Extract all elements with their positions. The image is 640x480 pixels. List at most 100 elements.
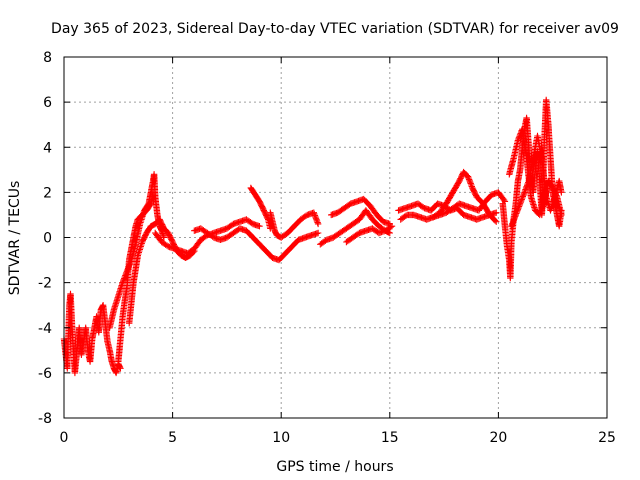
data-point	[334, 205, 347, 216]
data-point	[182, 252, 193, 261]
data-point	[267, 225, 274, 232]
data-point	[349, 230, 362, 241]
y-tick-label: 4	[43, 140, 52, 156]
data-point	[343, 221, 355, 232]
data-point	[388, 223, 396, 230]
data-point	[184, 246, 197, 257]
data-point	[204, 229, 216, 240]
data-point	[507, 240, 515, 282]
data-point	[362, 207, 375, 222]
data-point	[558, 189, 565, 196]
data-point	[545, 177, 556, 190]
data-point	[288, 237, 301, 250]
x-axis-label: GPS time / hours	[276, 459, 393, 475]
x-tick-label: 20	[489, 430, 507, 446]
data-point	[256, 223, 263, 230]
data-point	[160, 234, 168, 241]
data-point	[510, 138, 521, 162]
data-point	[256, 198, 267, 213]
data-point	[106, 308, 117, 331]
data-point	[534, 148, 543, 183]
data-point	[139, 231, 150, 246]
data-point	[117, 365, 124, 372]
data-point	[262, 247, 275, 260]
data-point	[443, 205, 455, 216]
y-tick-label: 2	[43, 185, 52, 201]
axis-ticks: 0 5 10 15 20 25 -8 -6 -4 -2 0 2 4 6 8	[38, 50, 616, 446]
data-point	[278, 230, 290, 241]
chart-title: Day 365 of 2023, Sidereal Day-to-day VTE…	[51, 21, 619, 37]
data-point	[373, 211, 386, 224]
data-point	[443, 190, 456, 207]
data-point	[291, 217, 303, 230]
data-point	[414, 200, 427, 211]
data-point	[397, 212, 410, 223]
data-point	[558, 211, 565, 219]
data-point	[449, 179, 462, 196]
data-point	[506, 156, 517, 178]
data-point	[260, 207, 271, 222]
data-point	[336, 226, 349, 237]
data-point	[139, 208, 149, 219]
data-point	[160, 225, 171, 236]
y-tick-label: -6	[38, 366, 52, 382]
y-tick-label: -4	[38, 321, 52, 337]
data-point	[460, 168, 471, 179]
data-points	[60, 96, 565, 377]
y-tick-label: 8	[43, 50, 52, 66]
data-point	[545, 121, 554, 161]
data-trace-6	[247, 184, 274, 232]
data-point	[349, 217, 362, 228]
data-point	[314, 229, 322, 237]
data-trace-16	[508, 132, 565, 230]
data-point	[271, 227, 280, 238]
x-tick-label: 15	[381, 430, 399, 446]
y-axis-label: SDTVAR / TECUs	[7, 181, 23, 296]
data-point	[67, 290, 76, 341]
data-trace-5	[191, 225, 322, 264]
data-point	[243, 227, 256, 240]
data-point	[360, 195, 373, 208]
data-point	[341, 201, 353, 212]
x-tick-label: 5	[168, 430, 177, 446]
data-point	[519, 126, 530, 161]
data-point	[247, 184, 258, 197]
data-point	[191, 237, 204, 252]
data-trace-9	[328, 195, 393, 228]
data-point	[427, 201, 440, 214]
data-point	[251, 191, 262, 204]
data-trace-2	[115, 189, 157, 365]
data-point	[493, 209, 500, 216]
data-point	[134, 212, 145, 223]
data-point	[158, 238, 171, 249]
data-point	[284, 224, 297, 237]
data-point	[132, 222, 143, 248]
data-point	[343, 235, 355, 246]
data-point	[143, 201, 154, 214]
data-point	[275, 251, 288, 264]
data-point	[523, 114, 532, 149]
y-tick-label: -8	[38, 411, 52, 427]
data-point	[223, 230, 236, 241]
data-point	[493, 218, 500, 225]
data-point	[525, 156, 537, 185]
data-point	[152, 229, 164, 244]
x-tick-label: 25	[598, 430, 616, 446]
data-point	[482, 192, 494, 205]
data-point	[317, 237, 329, 248]
x-tick-label: 0	[60, 430, 69, 446]
data-point	[223, 221, 236, 232]
data-point	[508, 213, 519, 230]
data-trace-10	[343, 223, 396, 246]
data-point	[314, 220, 322, 228]
data-point	[475, 199, 488, 214]
data-point	[495, 189, 508, 204]
data-point	[516, 190, 528, 207]
data-point	[156, 216, 167, 231]
data-point	[256, 241, 269, 254]
data-point	[297, 212, 310, 223]
data-point	[369, 216, 382, 229]
data-point	[282, 244, 295, 257]
